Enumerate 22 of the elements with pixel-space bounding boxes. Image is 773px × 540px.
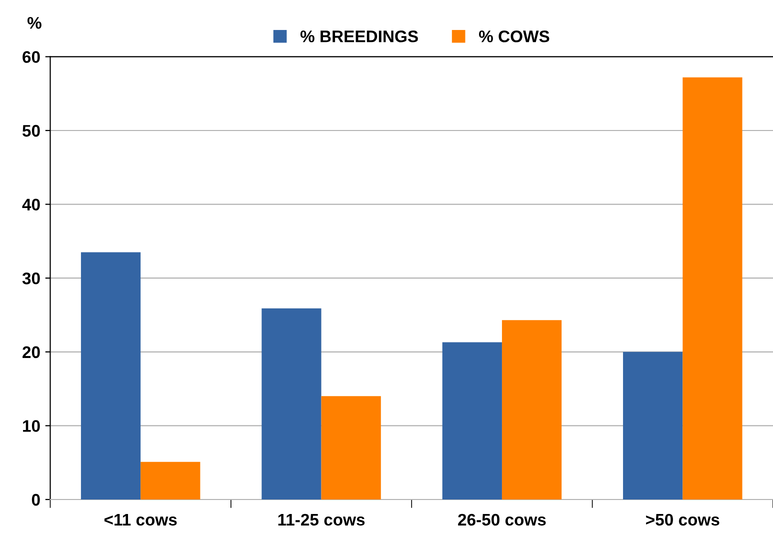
y-tick-label: 20 — [22, 346, 40, 358]
bar — [262, 308, 322, 500]
y-tick-label: 40 — [22, 198, 40, 211]
x-tick-label: <11 cows — [104, 514, 177, 526]
legend-label: % BREEDINGS — [300, 30, 418, 42]
bar — [321, 396, 381, 500]
bar — [140, 462, 200, 500]
y-axis-title: % — [27, 17, 42, 29]
y-tick-label: 30 — [22, 272, 40, 284]
bar — [502, 320, 562, 500]
y-tick-label: 10 — [23, 420, 40, 432]
y-tick-label: 50 — [22, 124, 40, 137]
x-tick-label: >50 cows — [646, 514, 720, 526]
y-tick-label: 60 — [22, 51, 40, 63]
bar — [80, 252, 141, 500]
bar — [682, 77, 742, 500]
y-tick-label: 0 — [32, 494, 40, 506]
bar — [442, 342, 502, 500]
legend-label: % COWS — [478, 30, 550, 42]
x-tick-label: 11-25 cows — [278, 514, 365, 526]
x-tick-label: 26-50 cows — [458, 514, 546, 526]
bar — [623, 352, 683, 500]
